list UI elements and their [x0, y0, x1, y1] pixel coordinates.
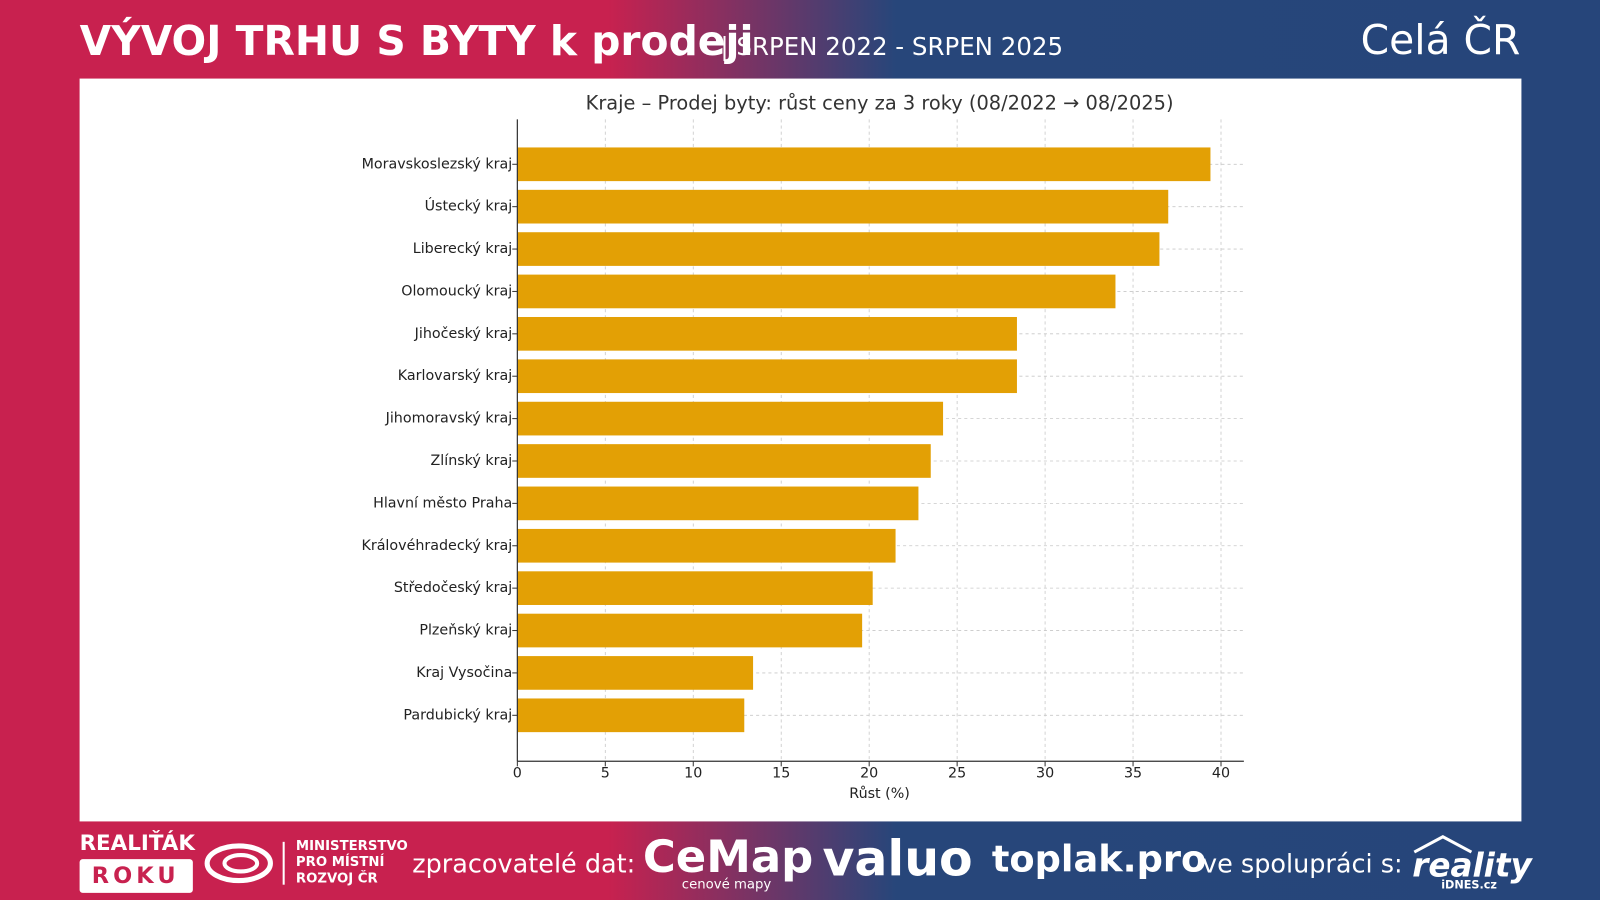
- chart-title: Kraje – Prodej byty: růst ceny za 3 roky…: [586, 92, 1174, 115]
- toplak-logo: toplak.pro: [992, 838, 1206, 881]
- x-tick-label: 5: [601, 765, 610, 781]
- ministry-icon: [204, 843, 273, 884]
- ministry-line: MINISTERSTVO: [296, 839, 408, 854]
- x-tick-label: 25: [948, 765, 966, 781]
- y-tick-label: Olomoucký kraj: [401, 283, 512, 299]
- bar: [517, 571, 873, 605]
- roku-box: [79, 859, 193, 893]
- x-tick-label: 0: [513, 765, 522, 781]
- x-tick-label: 40: [1212, 765, 1230, 781]
- cooperation-label: ve spolupráci s:: [1202, 849, 1403, 879]
- cemap-logo: CeMap: [643, 830, 813, 883]
- y-tick-label: Královéhradecký kraj: [361, 538, 512, 554]
- y-tick-label: Moravskoslezský kraj: [362, 156, 513, 172]
- bar: [517, 147, 1211, 182]
- reality-logo: reality: [1412, 846, 1533, 884]
- x-axis-label: Růst (%): [849, 786, 910, 802]
- ministry-line: PRO MÍSTNÍ: [296, 852, 385, 870]
- bar: [517, 486, 919, 521]
- cemap-subtitle: cenové mapy: [682, 877, 772, 893]
- bar: [517, 189, 1169, 224]
- y-tick-label: Plzeňský kraj: [419, 623, 512, 639]
- realitak-logo: REALIŤÁK: [80, 830, 197, 856]
- header-region: Celá ČR: [1361, 16, 1521, 64]
- bar: [517, 656, 754, 690]
- y-tick-label: Pardubický kraj: [403, 707, 512, 723]
- y-tick-label: Hlavní město Praha: [373, 495, 512, 511]
- y-tick-label: Kraj Vysočina: [416, 665, 512, 681]
- y-tick-label: Jihomoravský kraj: [385, 411, 513, 427]
- reality-roof: [1413, 834, 1473, 854]
- bar: [517, 316, 1017, 351]
- bar: [517, 232, 1160, 266]
- idnes-logo: iDNES.cz: [1441, 879, 1497, 892]
- y-tick-label: Liberecký kraj: [413, 241, 512, 257]
- y-tick-label: Ústecký kraj: [425, 197, 513, 215]
- x-tick-label: 10: [684, 765, 702, 781]
- bar: [517, 528, 896, 563]
- x-tick-label: 20: [860, 765, 878, 781]
- y-tick-label: Jihočeský kraj: [414, 326, 513, 342]
- x-tick-label: 35: [1124, 765, 1142, 781]
- y-tick-label: Zlínský kraj: [431, 453, 513, 469]
- x-tick-label: 15: [772, 765, 790, 781]
- valuo-logo: valuo: [822, 831, 972, 888]
- x-tick-label: 30: [1036, 765, 1054, 781]
- roku-logo: ROKU: [92, 863, 180, 889]
- bar: [517, 444, 931, 478]
- header-period: | SRPEN 2022 - SRPEN 2025: [720, 32, 1063, 61]
- header-title: VÝVOJ TRHU S BYTY k prodeji: [80, 16, 754, 65]
- bar: [517, 613, 863, 648]
- ministry-icon: [222, 853, 260, 874]
- bar: [517, 401, 944, 436]
- bar: [517, 274, 1116, 309]
- bar: [517, 698, 745, 733]
- processors-label: zpracovatelé dat:: [412, 849, 635, 879]
- bar: [517, 359, 1017, 394]
- ministry-line: ROZVOJ ČR: [296, 869, 378, 887]
- y-tick-label: Středočeský kraj: [394, 580, 512, 596]
- y-tick-label: Karlovarský kraj: [398, 368, 512, 384]
